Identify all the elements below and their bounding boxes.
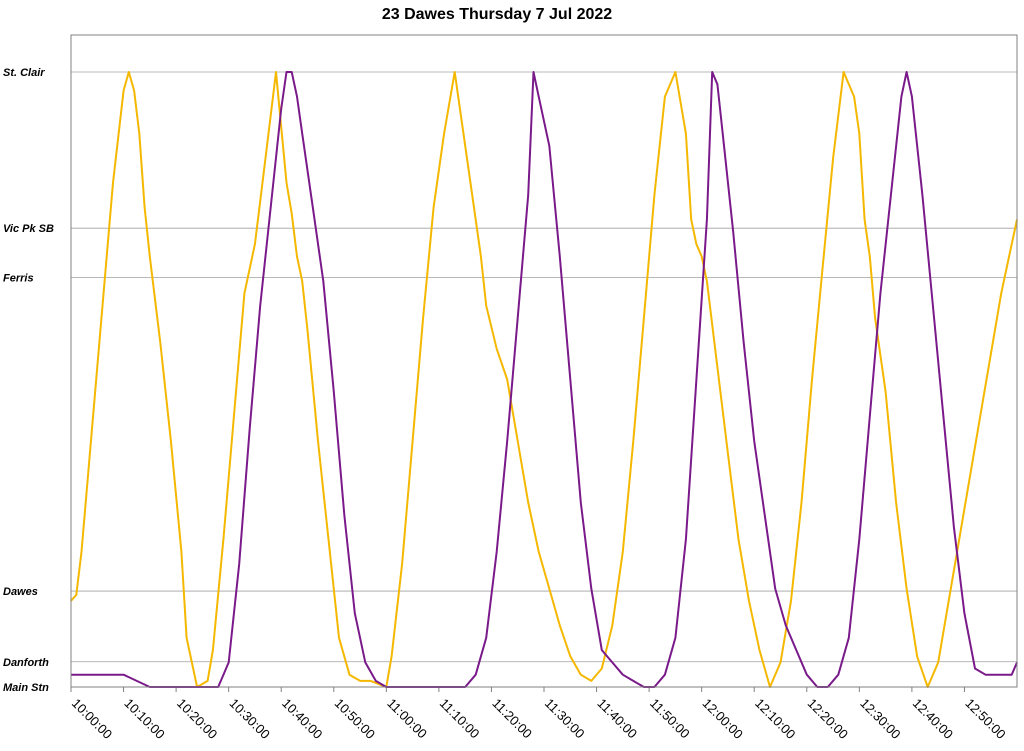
x-tick-label: 10:40:00 xyxy=(279,696,325,742)
series-lines xyxy=(70,71,1018,688)
y-stop-label: St. Clair xyxy=(3,67,45,79)
x-tick-label: 10:30:00 xyxy=(227,696,273,742)
series-line-2 xyxy=(71,71,1018,688)
x-tick-label: 10:50:00 xyxy=(332,696,378,742)
x-tick-label: 12:50:00 xyxy=(962,696,1008,742)
x-tick-label: 11:30:00 xyxy=(542,696,588,742)
x-tick-label: 10:20:00 xyxy=(174,696,220,742)
x-axis-tick-labels: 10:00:00 10:10:00 10:20:00 10:30:00 10:40:00… xyxy=(69,696,1009,742)
chart-title: 23 Dawes Thursday 7 Jul 2022 xyxy=(382,6,612,23)
y-stop-label: Dawes xyxy=(3,586,38,598)
x-tick-label: 12:00:00 xyxy=(700,696,746,742)
plot-frame xyxy=(70,34,1018,688)
x-tick-label: 11:50:00 xyxy=(647,696,693,742)
x-tick-label: 12:40:00 xyxy=(910,696,956,742)
x-tick-label: 11:20:00 xyxy=(489,696,535,742)
y-stop-label: Ferris xyxy=(3,272,34,284)
x-tick-label: 11:10:00 xyxy=(437,696,483,742)
x-tick-label: 11:40:00 xyxy=(594,696,640,742)
x-tick-label: 10:00:00 xyxy=(69,696,115,742)
y-stop-label: Danforth xyxy=(3,657,49,669)
x-tick-label: 10:10:00 xyxy=(121,696,167,742)
x-tick-label: 12:20:00 xyxy=(805,696,851,742)
y-axis-stop-labels: St. Clair Vic Pk SB Ferris Dawes Danforth Mai… xyxy=(3,67,54,694)
x-tick-label: 11:00:00 xyxy=(384,696,430,742)
y-stop-label: Vic Pk SB xyxy=(3,223,54,235)
y-stop-label: Main Stn xyxy=(3,682,49,694)
series-line-1 xyxy=(70,71,1018,688)
x-tick-label: 12:30:00 xyxy=(857,696,903,742)
x-tick-label: 12:10:00 xyxy=(752,696,798,742)
